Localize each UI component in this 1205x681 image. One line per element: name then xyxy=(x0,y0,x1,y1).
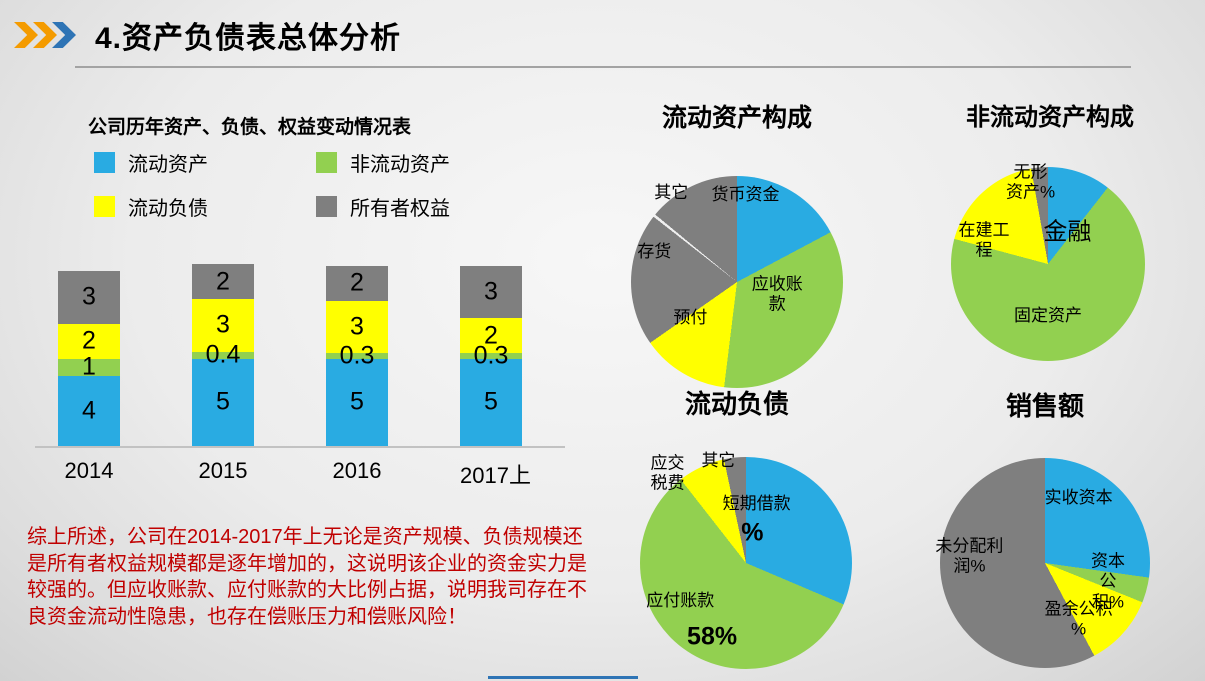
bar-value-label: 2 xyxy=(484,321,498,350)
pie-title-sales: 销售额 xyxy=(1005,391,1084,421)
stacked-bar-chart: 4 1 2 3 5 0.4 3 2 5 0.3 3 2 5 0.3 2 3 2014 2015 2016 2017上 xyxy=(35,256,575,496)
legend-item: 流动负债 xyxy=(94,192,316,221)
bar-stack: 5 0.4 3 2 xyxy=(192,264,254,446)
bar-value-label: 2 xyxy=(82,326,96,355)
bar-category-label: 2016 xyxy=(332,458,382,483)
bar-value-label: 5 xyxy=(216,387,230,416)
footer-accent-line xyxy=(488,676,638,679)
pie-chart-current-assets xyxy=(631,176,843,388)
bar-value-label: 5 xyxy=(350,387,364,416)
legend: 流动资产 非流动资产 流动负债 所有者权益 xyxy=(94,148,574,221)
bar-segment: 2 xyxy=(326,265,388,301)
bar-segment: 3 xyxy=(192,299,254,352)
pie-current-assets: 货币资金 应收账款 预付 存货 其它 xyxy=(631,176,843,388)
bar-segment: 1 xyxy=(58,354,120,379)
bar-category-label: 2017上 xyxy=(460,463,531,488)
bar-stack: 5 0.3 3 2 xyxy=(326,265,388,446)
pie-title-current-liabilities: 流动负债 xyxy=(684,389,789,419)
bar-categories: 2014 2015 2016 2017上 xyxy=(35,458,575,490)
x-axis-line xyxy=(35,446,565,448)
bar-category-label: 2015 xyxy=(198,458,248,483)
bar-segment: 2 xyxy=(58,323,120,359)
bar-area: 4 1 2 3 5 0.4 3 2 5 0.3 3 2 5 0.3 2 3 xyxy=(35,256,575,446)
bar-category-label: 2014 xyxy=(64,458,114,483)
bar-segment: 2 xyxy=(460,318,522,354)
bar-segment: 0.4 xyxy=(192,342,254,367)
bar-segment: 5 xyxy=(192,358,254,446)
legend-label: 流动资产 xyxy=(128,154,208,176)
legend-swatch xyxy=(316,152,337,173)
bar-segment: 3 xyxy=(58,271,120,324)
bar-segment: 0.3 xyxy=(326,343,388,368)
legend-label: 所有者权益 xyxy=(350,198,450,220)
pie-noncurrent-assets: 金融 固定资产 在建工 程无形 资产% xyxy=(951,162,1145,361)
bar-segment: 3 xyxy=(460,265,522,319)
chevron-icon xyxy=(14,22,38,48)
legend-label: 流动负债 xyxy=(128,198,208,220)
bar-segment: 2 xyxy=(192,264,254,299)
legend-swatch xyxy=(94,196,115,217)
bar-value-label: 3 xyxy=(82,282,96,311)
legend-item: 非流动资产 xyxy=(316,148,574,177)
bar-segment: 0.3 xyxy=(460,343,522,368)
bar-segment: 5 xyxy=(460,358,522,446)
pie-chart-sales xyxy=(940,458,1150,668)
pie-chart-current-liabilities xyxy=(640,457,852,669)
bar-chart-title: 公司历年资产、负债、权益变动情况表 xyxy=(88,117,412,138)
pie-current-liabilities: 短期借款% 应付账款 58% 应交 税费 其它 xyxy=(640,451,852,669)
bar-value-label: 3 xyxy=(350,312,364,341)
page-title: 4.资产负债表总体分析 xyxy=(95,22,402,55)
bar-value-label: 4 xyxy=(82,396,96,425)
pie-sales: 实收资本 资本公积% 盈余公积 % 未分配利 润% xyxy=(935,458,1150,668)
bar-segment: 4 xyxy=(58,376,120,446)
bar-value-label: 5 xyxy=(484,387,498,416)
legend-swatch xyxy=(316,196,337,217)
legend-item: 流动资产 xyxy=(94,148,316,177)
bar-stack: 5 0.3 2 3 xyxy=(460,265,522,446)
header-divider xyxy=(75,66,1131,68)
legend-swatch xyxy=(94,152,115,173)
bar-value-label: 3 xyxy=(484,277,498,306)
bar-value-label: 2 xyxy=(216,267,230,295)
bar-segment: 5 xyxy=(326,358,388,446)
bar-value-label: 2 xyxy=(350,268,364,297)
pie-title-noncurrent-assets: 非流动资产构成 xyxy=(966,104,1134,131)
bar-value-label: 3 xyxy=(216,310,230,339)
legend-item: 所有者权益 xyxy=(316,192,574,221)
legend-label: 非流动资产 xyxy=(350,154,450,176)
summary-text: 综上所述，公司在2014-2017年上无论是资产规模、负债规模还是所有者权益规模… xyxy=(27,526,587,628)
pie-title-current-assets: 流动资产构成 xyxy=(661,104,812,132)
chevrons-decoration xyxy=(14,22,76,48)
bar-segment: 3 xyxy=(326,300,388,354)
pie-chart-noncurrent-assets xyxy=(951,167,1145,361)
